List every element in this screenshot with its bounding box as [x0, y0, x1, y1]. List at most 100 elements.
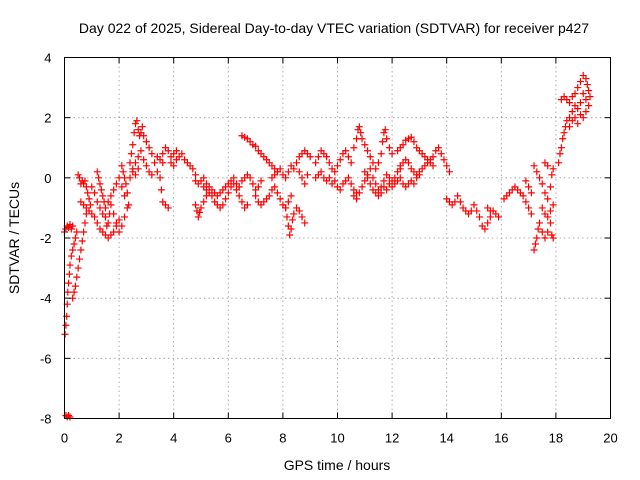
- data-point: [70, 240, 78, 248]
- data-point: [377, 189, 385, 197]
- data-point: [110, 210, 118, 218]
- data-point: [290, 165, 298, 173]
- data-point: [219, 201, 227, 209]
- data-point: [546, 207, 554, 215]
- data-point: [145, 144, 153, 152]
- data-point: [555, 159, 563, 167]
- data-point: [282, 174, 290, 182]
- x-tick-label: 10: [330, 431, 344, 446]
- data-point: [525, 183, 533, 191]
- data-point: [443, 162, 451, 170]
- data-point: [84, 189, 92, 197]
- data-point: [122, 180, 130, 188]
- data-point: [103, 222, 111, 230]
- data-point: [361, 168, 369, 176]
- data-point: [586, 93, 594, 101]
- data-point: [97, 186, 105, 194]
- data-point: [170, 162, 178, 170]
- data-point: [544, 195, 552, 203]
- data-point: [306, 153, 314, 161]
- data-point: [70, 288, 78, 296]
- data-point: [383, 135, 391, 143]
- data-point: [271, 183, 279, 191]
- data-point: [81, 219, 89, 227]
- data-point: [246, 174, 254, 182]
- data-point: [235, 192, 243, 200]
- data-point: [407, 133, 415, 141]
- data-point: [582, 108, 590, 116]
- data-point: [78, 237, 86, 245]
- data-point: [197, 204, 205, 212]
- data-point: [298, 174, 306, 182]
- data-point: [107, 192, 115, 200]
- gridlines: [64, 57, 611, 419]
- data-point: [334, 162, 341, 170]
- data-point: [127, 150, 135, 158]
- data-point: [358, 135, 366, 143]
- data-point: [585, 102, 593, 110]
- data-point: [404, 159, 412, 167]
- x-tick-label: 8: [279, 431, 286, 446]
- x-tick-label: 12: [385, 431, 399, 446]
- data-point: [157, 186, 165, 194]
- data-point: [534, 225, 542, 233]
- data-point: [112, 180, 120, 188]
- data-points: [61, 72, 594, 421]
- data-point: [131, 159, 139, 167]
- data-point: [110, 186, 118, 194]
- data-point: [286, 231, 294, 239]
- data-point: [548, 231, 556, 239]
- data-point: [445, 168, 453, 176]
- data-point: [566, 123, 574, 131]
- data-point: [107, 201, 115, 209]
- data-point: [95, 174, 103, 182]
- data-point: [473, 207, 481, 215]
- data-point: [99, 192, 107, 200]
- data-point: [560, 129, 568, 137]
- data-point: [557, 144, 565, 152]
- data-point: [142, 138, 150, 146]
- data-point: [470, 201, 478, 209]
- data-point: [64, 288, 72, 296]
- data-point: [314, 153, 322, 161]
- data-point: [312, 159, 320, 167]
- data-point: [323, 153, 331, 161]
- data-point: [531, 240, 539, 248]
- data-point: [287, 192, 295, 200]
- data-point: [364, 147, 372, 155]
- data-point: [549, 165, 557, 173]
- data-point: [522, 198, 530, 206]
- data-point: [243, 201, 251, 209]
- y-axis-label: SDTVAR / TECUs: [6, 182, 22, 294]
- data-point: [325, 159, 333, 167]
- data-point: [62, 321, 70, 329]
- axis-ticks: [64, 57, 611, 419]
- data-point: [265, 192, 273, 200]
- data-point: [364, 174, 372, 182]
- data-point: [301, 180, 309, 188]
- data-point: [284, 168, 292, 176]
- data-point: [298, 213, 306, 221]
- data-point: [100, 198, 108, 206]
- data-point: [118, 222, 126, 230]
- data-point: [344, 174, 352, 182]
- data-point: [67, 225, 75, 233]
- data-point: [582, 75, 590, 83]
- data-point: [440, 156, 448, 164]
- data-point: [383, 186, 391, 194]
- data-point: [69, 222, 77, 230]
- data-point: [192, 201, 200, 209]
- data-point: [355, 189, 363, 197]
- data-point: [65, 411, 73, 419]
- data-point: [429, 153, 437, 161]
- data-point: [295, 168, 303, 176]
- data-point: [91, 189, 99, 197]
- data-point: [381, 126, 389, 134]
- data-point: [194, 213, 202, 221]
- y-tick-label: 0: [44, 171, 51, 186]
- data-point: [380, 177, 388, 185]
- data-point: [200, 198, 208, 206]
- data-point: [353, 195, 361, 203]
- data-point: [66, 261, 74, 269]
- data-point: [125, 201, 133, 209]
